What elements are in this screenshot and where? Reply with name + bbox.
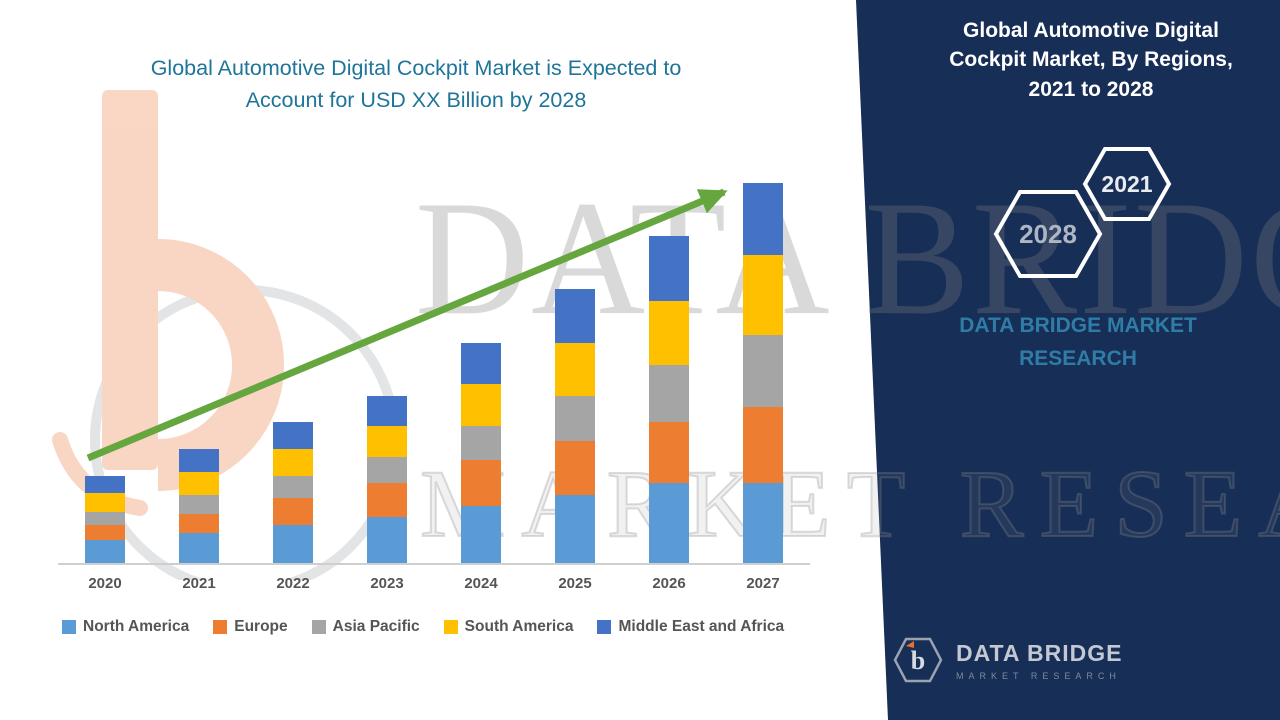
bar-segment	[85, 475, 125, 493]
x-axis-label: 2027	[746, 575, 780, 592]
x-axis-label: 2020	[88, 575, 122, 592]
bar-segment	[179, 494, 219, 514]
legend-item: Middle East and Africa	[597, 618, 784, 636]
bar-segment	[367, 426, 407, 457]
bar-segment	[649, 236, 689, 301]
bar-segment	[461, 506, 501, 563]
bar-2026	[649, 236, 689, 563]
right-panel-content: Global Automotive Digital Cockpit Market…	[848, 0, 1280, 720]
legend-label: Europe	[234, 618, 288, 635]
bar-segment	[461, 460, 501, 506]
bar-segment	[743, 183, 783, 256]
bar-segment	[179, 449, 219, 472]
bar-segment	[85, 511, 125, 526]
legend-swatch-icon	[311, 620, 326, 634]
bar-segment	[85, 525, 125, 541]
x-axis: 2020 2021 2022 2023 2024 2025 2026 2027	[58, 575, 810, 592]
bar-segment	[461, 426, 501, 461]
bar-segment	[367, 483, 407, 518]
legend-label: South America	[464, 618, 574, 635]
bar-segment	[461, 384, 501, 427]
bar-2023	[367, 395, 407, 563]
bar-2021	[179, 449, 219, 563]
bar-segment	[273, 449, 313, 476]
bar-segment	[649, 365, 689, 423]
legend-swatch-icon	[443, 620, 458, 634]
bar-segment	[743, 335, 783, 408]
bar-segment	[555, 395, 595, 442]
legend-item: Asia Pacific	[311, 618, 420, 636]
legend-swatch-icon	[62, 620, 76, 634]
x-axis-label: 2023	[370, 575, 404, 592]
footer-logo-name: DATA BRIDGE	[956, 639, 1123, 666]
badge-2028-label: 2028	[1019, 219, 1077, 249]
bar-2020	[85, 475, 125, 563]
bar-segment	[367, 395, 407, 427]
legend-item: South America	[443, 618, 574, 636]
dbmr-hexagon-icon: b	[893, 637, 943, 683]
right-panel-background	[856, 0, 1280, 720]
legend-item: North America	[62, 618, 189, 636]
bar-segment	[555, 342, 595, 396]
legend-label: Middle East and Africa	[618, 618, 785, 635]
bar-segment	[273, 475, 313, 499]
bar-segment	[273, 422, 313, 450]
dbmr-footer-logo: b DATA BRIDGE MARKET RESEARCH	[892, 636, 1122, 684]
bar-segment	[273, 525, 313, 563]
bar-segment	[179, 513, 219, 533]
bar-segment	[649, 422, 689, 484]
x-axis-label: 2021	[182, 575, 216, 592]
bar-segment	[743, 407, 783, 484]
bar-segment	[85, 492, 125, 512]
legend-label: North America	[83, 618, 190, 635]
x-axis-label: 2026	[652, 575, 686, 592]
bar-segment	[179, 471, 219, 495]
panel-title: Global Automotive Digital Cockpit Market…	[949, 19, 1233, 101]
bar-chart-plot-area	[58, 145, 810, 565]
bar-segment	[273, 498, 313, 525]
legend-label: Asia Pacific	[332, 618, 420, 635]
bar-segment	[179, 532, 219, 563]
bar-2022	[273, 422, 313, 563]
x-axis-label: 2025	[558, 575, 592, 592]
chart-title: Global Automotive Digital Cockpit Market…	[150, 56, 682, 113]
brand-text: DATA BRIDGE MARKET RESEARCH	[959, 314, 1197, 370]
bar-segment	[743, 483, 783, 563]
hexagon-badge-2028: 2028	[993, 190, 1103, 278]
badge-2021-label: 2021	[1101, 171, 1152, 197]
bar-2025	[555, 289, 595, 563]
legend-item: Europe	[213, 618, 288, 636]
x-axis-label: 2024	[464, 575, 498, 592]
legend-swatch-icon	[597, 620, 612, 634]
bar-segment	[649, 300, 689, 366]
bar-segment	[367, 456, 407, 484]
bar-segment	[461, 342, 501, 385]
bar-segment	[555, 289, 595, 343]
bar-segment	[555, 494, 595, 563]
chart-legend: North America Europe Asia Pacific South Ame…	[62, 618, 784, 636]
legend-swatch-icon	[213, 620, 228, 634]
bar-segment	[743, 255, 783, 336]
bar-2024	[461, 342, 501, 563]
bar-segment	[555, 441, 595, 495]
bar-2027	[743, 183, 783, 563]
svg-text:b: b	[911, 646, 925, 675]
bar-segment	[85, 540, 125, 563]
x-axis-label: 2022	[276, 575, 310, 592]
footer-logo-subtitle: MARKET RESEARCH	[956, 670, 1121, 681]
hexagon-badge-2021: 2021	[1082, 147, 1172, 221]
bar-segment	[367, 517, 407, 563]
bar-segment	[649, 483, 689, 563]
